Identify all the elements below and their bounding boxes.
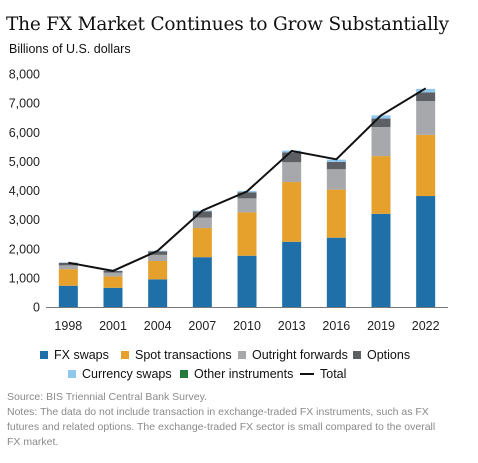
bar-segment-options-2016 bbox=[326, 161, 346, 170]
x-tick-label: 2022 bbox=[412, 319, 440, 333]
bar-segment-spot-transactions-2010 bbox=[237, 212, 257, 256]
legend-item-fx-swaps: FX swaps bbox=[40, 348, 109, 362]
legend-line-total bbox=[300, 373, 314, 375]
legend-swatch-options bbox=[353, 351, 361, 359]
bar-segment-spot-transactions-2004 bbox=[148, 260, 168, 280]
y-tick-label: 5,000 bbox=[9, 155, 40, 169]
bar-segment-outright-forwards-1998 bbox=[58, 265, 78, 270]
x-tick-label: 2019 bbox=[367, 319, 395, 333]
x-tick-label: 2013 bbox=[278, 319, 306, 333]
legend-label-other-instruments: Other instruments bbox=[194, 367, 294, 381]
notes-line-1: Notes: The data do not include transacti… bbox=[7, 406, 429, 418]
x-tick-label: 2010 bbox=[233, 319, 261, 333]
bar-segment-spot-transactions-1998 bbox=[58, 269, 78, 286]
legend-item-options: Options bbox=[353, 348, 410, 362]
bar-segment-spot-transactions-2007 bbox=[192, 228, 212, 258]
legend-swatch-spot-transactions bbox=[121, 351, 129, 359]
bar-segment-currency-swaps-2016 bbox=[326, 159, 346, 162]
legend-swatch-other-instruments bbox=[180, 370, 188, 378]
bar-segment-fx-swaps-2010 bbox=[237, 255, 257, 307]
x-tick-label: 2001 bbox=[99, 319, 127, 333]
bar-segment-outright-forwards-2010 bbox=[237, 198, 257, 213]
legend-label-spot-transactions: Spot transactions bbox=[135, 348, 232, 362]
bar-segment-options-2019 bbox=[371, 118, 391, 128]
legend-item-other-instruments: Other instruments bbox=[180, 367, 293, 381]
bar-segment-outright-forwards-2001 bbox=[103, 272, 123, 277]
y-tick-label: 1,000 bbox=[9, 271, 40, 285]
bar-segment-spot-transactions-2001 bbox=[103, 276, 123, 288]
bar-segment-outright-forwards-2019 bbox=[371, 127, 391, 157]
legend-item-spot-transactions: Spot transactions bbox=[121, 348, 232, 362]
source-line: Source: BIS Triennial Central Bank Surve… bbox=[7, 391, 207, 403]
total-line bbox=[68, 87, 427, 272]
x-tick-label: 2004 bbox=[144, 319, 172, 333]
legend-swatch-outright-forwards bbox=[238, 351, 246, 359]
bar-segment-options-2010 bbox=[237, 192, 257, 199]
bar-segment-options-1998 bbox=[58, 262, 78, 266]
fx-chart: 0 1,000 2,000 3,000 4,000 5,000 6,000 7,000 8,00… bbox=[9, 68, 448, 333]
bar-segment-fx-swaps-2001 bbox=[103, 287, 123, 307]
legend-label-fx-swaps: FX swaps bbox=[54, 348, 109, 362]
bar-segment-options-2013 bbox=[282, 152, 302, 163]
bar-segment-fx-swaps-2016 bbox=[326, 237, 346, 307]
source-notes: Source: BIS Triennial Central Bank Surve… bbox=[7, 390, 473, 450]
x-tick-label: 2007 bbox=[188, 319, 216, 333]
x-tick-label: 1998 bbox=[54, 319, 82, 333]
chart-title: The FX Market Continues to Grow Substant… bbox=[6, 14, 449, 35]
x-tick-label: 2016 bbox=[322, 319, 350, 333]
bar-segment-fx-swaps-2007 bbox=[192, 257, 212, 307]
legend-item-total: Total bbox=[300, 367, 346, 381]
bar-segment-outright-forwards-2007 bbox=[192, 217, 212, 229]
y-tick-label: 6,000 bbox=[9, 126, 40, 140]
bar-segment-fx-swaps-2019 bbox=[371, 213, 391, 307]
notes-line-3: FX market. bbox=[7, 436, 59, 448]
legend-swatch-fx-swaps bbox=[40, 351, 48, 359]
y-tick-label: 8,000 bbox=[9, 68, 40, 82]
y-tick-label: 4,000 bbox=[9, 184, 40, 198]
bar-segment-options-2022 bbox=[416, 92, 436, 102]
legend-label-outright-forwards: Outright forwards bbox=[252, 348, 348, 362]
y-tick-label: 3,000 bbox=[9, 213, 40, 227]
legend-swatch-currency-swaps bbox=[68, 370, 76, 378]
bar-segment-outright-forwards-2004 bbox=[148, 254, 168, 261]
y-tick-label: 0 bbox=[33, 301, 40, 315]
bar-series bbox=[58, 88, 436, 307]
bar-segment-spot-transactions-2022 bbox=[416, 134, 436, 197]
y-axis-units-label: Billions of U.S. dollars bbox=[9, 42, 131, 56]
bar-segment-spot-transactions-2019 bbox=[371, 156, 391, 214]
bar-segment-currency-swaps-2022 bbox=[416, 88, 436, 93]
bar-segment-options-2004 bbox=[148, 251, 168, 255]
bar-segment-outright-forwards-2013 bbox=[282, 162, 302, 183]
y-tick-label: 7,000 bbox=[9, 97, 40, 111]
notes-line-2: futures and related options. The exchang… bbox=[7, 421, 436, 433]
bar-segment-fx-swaps-2013 bbox=[282, 241, 302, 307]
bar-segment-fx-swaps-2004 bbox=[148, 279, 168, 307]
legend-label-options: Options bbox=[367, 348, 411, 362]
bar-segment-outright-forwards-2022 bbox=[416, 101, 436, 135]
legend-label-total: Total bbox=[320, 367, 347, 381]
bar-segment-outright-forwards-2016 bbox=[326, 169, 346, 190]
legend-item-currency-swaps: Currency swaps bbox=[68, 367, 172, 381]
y-axis-ticks: 0 1,000 2,000 3,000 4,000 5,000 6,000 7,000 8,00… bbox=[9, 68, 40, 315]
bar-segment-spot-transactions-2016 bbox=[326, 189, 346, 238]
bar-segment-spot-transactions-2013 bbox=[282, 182, 302, 242]
legend-item-outright-forwards: Outright forwards bbox=[238, 348, 348, 362]
bar-segment-options-2007 bbox=[192, 211, 212, 218]
bar-segment-fx-swaps-1998 bbox=[58, 285, 78, 307]
legend-label-currency-swaps: Currency swaps bbox=[82, 367, 172, 381]
y-tick-label: 2,000 bbox=[9, 242, 40, 256]
bar-segment-fx-swaps-2022 bbox=[416, 196, 436, 307]
bar-segment-currency-swaps-2019 bbox=[371, 115, 391, 119]
x-axis-ticks: 1998 2001 2004 2007 2010 2013 2016 2019 2022 bbox=[54, 319, 439, 333]
